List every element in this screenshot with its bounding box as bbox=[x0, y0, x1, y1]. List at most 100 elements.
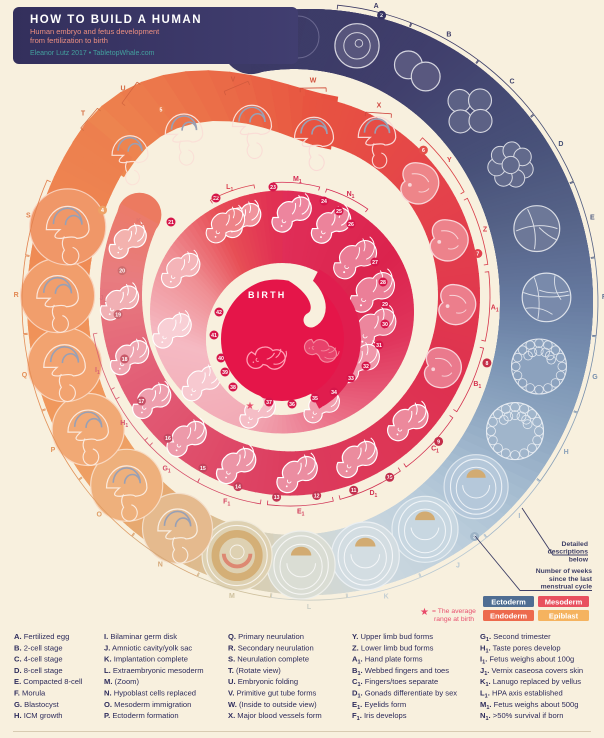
svg-text:L: L bbox=[307, 604, 312, 611]
svg-text:V. Primitive gut tube forms: V. Primitive gut tube forms bbox=[228, 689, 317, 698]
svg-text:E: E bbox=[590, 215, 595, 222]
svg-text:U. Embryonic folding: U. Embryonic folding bbox=[228, 677, 298, 686]
svg-text:N: N bbox=[158, 562, 163, 569]
svg-text:C: C bbox=[509, 78, 514, 85]
svg-text:29: 29 bbox=[382, 302, 388, 308]
svg-text:R. Secondary neurulation: R. Secondary neurulation bbox=[228, 643, 314, 652]
svg-text:Eleanor Lutz 2017 • TabletopWh: Eleanor Lutz 2017 • TabletopWhale.com bbox=[30, 50, 155, 57]
svg-text:E1. Eyelids form: E1. Eyelids form bbox=[352, 700, 406, 711]
svg-text:range at birth: range at birth bbox=[434, 616, 474, 623]
svg-text:6: 6 bbox=[422, 148, 425, 154]
svg-text:K1. Lanugo replaced by vellus: K1. Lanugo replaced by vellus bbox=[480, 677, 581, 688]
svg-text:H1: H1 bbox=[120, 420, 128, 429]
svg-text:Y. Upper limb bud forms: Y. Upper limb bud forms bbox=[352, 632, 433, 641]
svg-text:C. 4-cell stage: C. 4-cell stage bbox=[14, 655, 63, 664]
svg-text:F: F bbox=[602, 294, 604, 301]
svg-text:menstrual cycle: menstrual cycle bbox=[541, 584, 593, 591]
svg-text:12: 12 bbox=[314, 493, 320, 499]
svg-text:Q: Q bbox=[22, 372, 28, 379]
svg-text:F. Morula: F. Morula bbox=[14, 689, 46, 698]
svg-text:Q. Primary neurulation: Q. Primary neurulation bbox=[228, 632, 304, 641]
svg-text:from fertilization to birth: from fertilization to birth bbox=[30, 36, 108, 45]
svg-text:X: X bbox=[377, 103, 382, 110]
svg-text:19: 19 bbox=[115, 312, 121, 318]
svg-text:N. Hypoblast cells replaced: N. Hypoblast cells replaced bbox=[104, 689, 196, 698]
svg-text:A. Fertilized egg: A. Fertilized egg bbox=[14, 632, 69, 641]
svg-text:26: 26 bbox=[348, 222, 354, 228]
svg-text:8: 8 bbox=[485, 361, 488, 367]
svg-text:I1. Fetus weighs about 100g: I1. Fetus weighs about 100g bbox=[480, 655, 574, 666]
svg-text:28: 28 bbox=[380, 280, 386, 286]
svg-text:A1. Hand plate forms: A1. Hand plate forms bbox=[352, 655, 423, 666]
svg-text:B1: B1 bbox=[473, 381, 481, 390]
svg-text:T: T bbox=[81, 111, 86, 118]
svg-text:V: V bbox=[231, 77, 236, 84]
svg-text:A: A bbox=[374, 3, 379, 10]
svg-text:42: 42 bbox=[216, 310, 222, 316]
svg-text:32: 32 bbox=[363, 364, 369, 370]
svg-text:J. Amniotic cavity/yolk sac: J. Amniotic cavity/yolk sac bbox=[104, 643, 192, 652]
svg-text:K. Implantation complete: K. Implantation complete bbox=[104, 655, 188, 664]
svg-text:D1. Gonads differentiate by se: D1. Gonads differentiate by sex bbox=[352, 689, 457, 700]
svg-text:21: 21 bbox=[168, 220, 174, 226]
svg-text:31: 31 bbox=[376, 343, 382, 349]
svg-text:3: 3 bbox=[473, 534, 476, 540]
svg-text:since the last: since the last bbox=[549, 576, 593, 583]
svg-text:27: 27 bbox=[372, 260, 378, 266]
svg-text:4: 4 bbox=[101, 208, 104, 214]
svg-text:BIRTH: BIRTH bbox=[248, 290, 287, 300]
svg-text:Z: Z bbox=[483, 226, 488, 233]
svg-text:W: W bbox=[310, 78, 317, 85]
svg-text:R: R bbox=[14, 292, 19, 299]
svg-text:18: 18 bbox=[122, 357, 128, 363]
svg-text:B: B bbox=[446, 31, 451, 38]
svg-text:I1: I1 bbox=[95, 367, 100, 376]
svg-text:20: 20 bbox=[119, 269, 125, 275]
svg-text:M. (Zoom): M. (Zoom) bbox=[104, 677, 139, 686]
svg-text:34: 34 bbox=[331, 390, 337, 396]
svg-text:T. (Rotate view): T. (Rotate view) bbox=[228, 666, 281, 675]
svg-text:Y: Y bbox=[447, 157, 452, 164]
svg-text:O: O bbox=[96, 512, 102, 519]
svg-text:G: G bbox=[592, 374, 598, 381]
svg-text:X. Major blood vessels form: X. Major blood vessels form bbox=[228, 711, 322, 720]
svg-text:B1. Webbed fingers and toes: B1. Webbed fingers and toes bbox=[352, 666, 449, 677]
svg-text:L1: L1 bbox=[226, 184, 233, 193]
svg-text:Z. Lower limb bud forms: Z. Lower limb bud forms bbox=[352, 643, 434, 652]
svg-text:N1. >50% survival if born: N1. >50% survival if born bbox=[480, 711, 563, 722]
svg-text:H1. Taste pores develop: H1. Taste pores develop bbox=[480, 643, 561, 654]
svg-text:33: 33 bbox=[348, 376, 354, 382]
svg-text:I. Bilaminar germ disk: I. Bilaminar germ disk bbox=[104, 632, 177, 641]
svg-text:17: 17 bbox=[139, 399, 145, 405]
svg-text:35: 35 bbox=[312, 396, 318, 402]
svg-text:L1. HPA axis established: L1. HPA axis established bbox=[480, 689, 563, 700]
svg-text:M1. Fetus weighs about 500g: M1. Fetus weighs about 500g bbox=[480, 700, 578, 711]
svg-text:H: H bbox=[564, 449, 569, 456]
svg-text:J1: J1 bbox=[100, 295, 107, 304]
svg-text:N1: N1 bbox=[347, 191, 355, 200]
svg-text:38: 38 bbox=[230, 385, 236, 391]
svg-text:J1. Vernix caseosa covers skin: J1. Vernix caseosa covers skin bbox=[480, 666, 583, 677]
svg-text:below: below bbox=[569, 557, 589, 564]
svg-text:K: K bbox=[384, 594, 389, 601]
svg-text:Number of weeks: Number of weeks bbox=[536, 568, 593, 575]
svg-text:A1: A1 bbox=[491, 304, 499, 313]
svg-text:J: J bbox=[456, 563, 460, 570]
svg-text:Detailed: Detailed bbox=[562, 541, 588, 548]
svg-text:G1. Second trimester: G1. Second trimester bbox=[480, 632, 551, 643]
svg-text:I: I bbox=[518, 513, 520, 520]
svg-text:P. Ectoderm formation: P. Ectoderm formation bbox=[104, 711, 179, 720]
svg-text:36: 36 bbox=[289, 402, 295, 408]
svg-text:U: U bbox=[120, 86, 125, 93]
svg-text:Mesoderm: Mesoderm bbox=[545, 598, 583, 607]
svg-text:P: P bbox=[51, 447, 56, 454]
svg-text:D: D bbox=[558, 141, 563, 148]
svg-text:2: 2 bbox=[380, 13, 383, 19]
svg-text:S. Neurulation complete: S. Neurulation complete bbox=[228, 655, 309, 664]
svg-text:16: 16 bbox=[165, 436, 171, 442]
svg-text:descriptions: descriptions bbox=[548, 549, 589, 556]
svg-text:Endoderm: Endoderm bbox=[490, 612, 527, 621]
svg-text:H. ICM growth: H. ICM growth bbox=[14, 711, 63, 720]
svg-text:5: 5 bbox=[160, 107, 163, 113]
svg-text:23: 23 bbox=[270, 185, 276, 191]
